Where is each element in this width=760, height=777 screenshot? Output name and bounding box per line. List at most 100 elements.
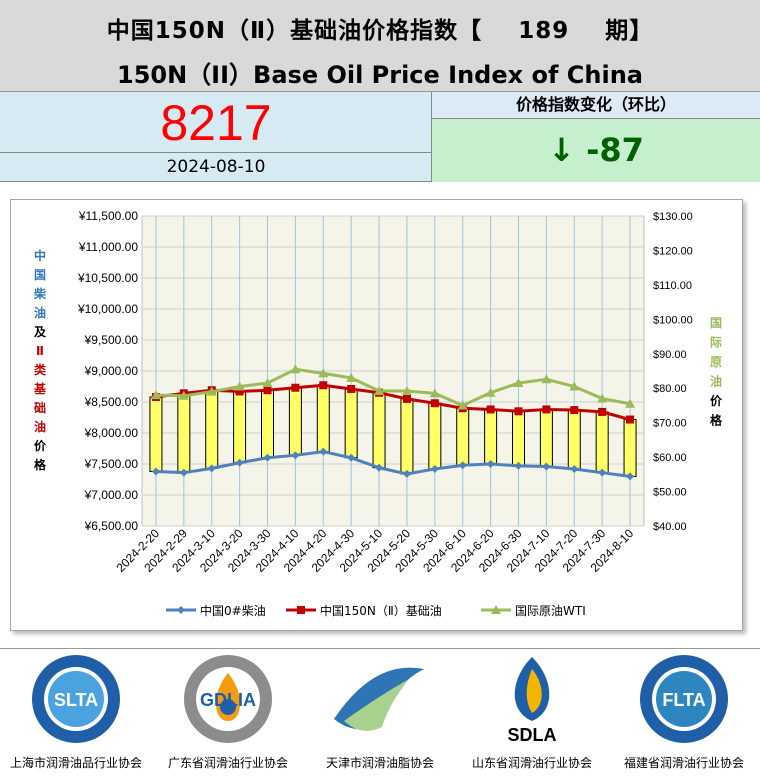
spread-bar xyxy=(288,387,302,456)
legend-label: 国际原油WTI xyxy=(515,604,586,618)
data-point xyxy=(151,467,160,476)
data-point xyxy=(569,381,580,391)
spread-bar xyxy=(344,388,358,459)
data-point xyxy=(291,451,300,460)
axis-label-char: 原 xyxy=(710,355,722,369)
association-caption: 上海市润滑油品行业协会 xyxy=(9,756,142,770)
spread-bar xyxy=(512,410,525,467)
left-tick-label: ¥7,500.00 xyxy=(84,457,139,471)
spread-bar xyxy=(456,407,470,466)
data-point xyxy=(207,464,216,473)
logo-label: GDLIA xyxy=(200,690,256,710)
data-point xyxy=(401,385,412,395)
legend-marker xyxy=(491,605,501,614)
data-point xyxy=(430,399,439,408)
data-point xyxy=(626,415,635,424)
data-point xyxy=(374,385,385,395)
data-point xyxy=(206,386,217,396)
data-point xyxy=(234,381,245,391)
tianjin-logo-graphic xyxy=(334,667,424,731)
legend-label: 中国150N（Ⅱ）基础油 xyxy=(320,603,442,618)
data-point xyxy=(263,386,272,395)
spread-bar xyxy=(261,389,274,459)
left-tick-label: ¥6,500.00 xyxy=(84,519,139,533)
series-line xyxy=(155,383,631,421)
data-point xyxy=(458,461,467,470)
data-point xyxy=(457,400,468,410)
axis-label-char: 际 xyxy=(710,336,722,350)
left-tick-label: ¥10,500.00 xyxy=(77,271,138,285)
left-tick-label: ¥11,500.00 xyxy=(78,209,138,223)
axis-label-char: 中 xyxy=(34,248,46,263)
axis-label-char: Ⅱ xyxy=(36,344,44,358)
data-point xyxy=(290,364,301,374)
index-panel: 8217 2024-08-10 xyxy=(0,92,432,182)
data-point xyxy=(318,368,329,378)
left-tick-label: ¥11,000.00 xyxy=(78,240,138,254)
data-point xyxy=(347,453,356,462)
data-point xyxy=(514,461,523,470)
data-point xyxy=(402,469,411,478)
flta-logo: FLTA 福建省润滑油行业协会 xyxy=(608,649,760,777)
data-point xyxy=(235,458,244,467)
data-point xyxy=(485,387,496,397)
data-point xyxy=(570,464,579,473)
right-tick-label: $100.00 xyxy=(653,314,693,326)
data-point xyxy=(319,381,328,390)
spread-bar xyxy=(623,419,637,477)
right-tick-label: $120.00 xyxy=(653,245,693,257)
spread-bar xyxy=(233,390,247,464)
legend-marker xyxy=(297,606,305,614)
right-tick-label: $50.00 xyxy=(653,487,687,499)
tianjin-logo: 天津市润滑油脂协会 xyxy=(304,649,456,777)
left-tick-label: ¥9,500.00 xyxy=(84,333,139,347)
right-tick-label: $60.00 xyxy=(653,452,687,464)
association-caption: 广东省润滑油行业协会 xyxy=(167,756,288,770)
axis-label-char: 格 xyxy=(34,457,47,472)
data-point xyxy=(541,374,552,384)
spread-bar xyxy=(177,392,191,474)
left-tick-label: ¥10,000.00 xyxy=(77,302,138,316)
data-point xyxy=(263,453,272,462)
data-point xyxy=(570,406,579,415)
axis-label-char: 类 xyxy=(34,362,47,377)
data-point xyxy=(513,378,524,388)
logo-label: SLTA xyxy=(54,690,98,710)
axis-label-char: 油 xyxy=(34,419,46,434)
flta-logo-graphic: FLTA xyxy=(640,655,728,743)
axis-label-char: 油 xyxy=(34,305,46,320)
series-line xyxy=(155,450,631,478)
sdla-logo: SDLA 山东省润滑油行业协会 xyxy=(456,649,608,777)
right-tick-label: $80.00 xyxy=(653,383,687,395)
spread-bar xyxy=(595,411,609,474)
slta-logo: SLTA 上海市润滑油品行业协会 xyxy=(0,649,152,777)
axis-label-char: 价 xyxy=(34,439,47,453)
spread-bar xyxy=(205,389,219,469)
data-point xyxy=(542,462,551,471)
spread-bar xyxy=(149,396,163,472)
data-point xyxy=(598,468,607,477)
association-caption: 福建省润滑油行业协会 xyxy=(623,756,744,770)
axis-label-char: 础 xyxy=(34,400,46,415)
data-point xyxy=(347,384,356,393)
data-point xyxy=(486,405,495,414)
data-point xyxy=(626,472,635,481)
data-point xyxy=(291,383,300,392)
data-point xyxy=(486,460,495,468)
left-tick-label: ¥8,000.00 xyxy=(84,426,139,440)
right-tick-label: $90.00 xyxy=(653,349,687,361)
left-tick-label: ¥8,500.00 xyxy=(84,395,139,409)
spread-bar xyxy=(539,408,553,467)
change-panel: 价格指数变化（环比） ↓ -87 xyxy=(432,92,760,182)
logo-label: SDLA xyxy=(508,725,557,745)
page-title-cn: 中国150N（Ⅱ）基础油价格指数【 189 期】 xyxy=(106,18,654,44)
axis-label-char: 及 xyxy=(34,325,47,339)
index-value: 8217 xyxy=(160,95,272,151)
data-point xyxy=(597,393,608,403)
right-tick-label: $110.00 xyxy=(653,280,692,292)
data-point xyxy=(319,447,328,456)
association-caption: 天津市润滑油脂协会 xyxy=(325,756,434,770)
axis-label-char: 国 xyxy=(34,268,46,282)
page-header: 中国150N（Ⅱ）基础油价格指数【 189 期】 150N（II）Base Oi… xyxy=(0,0,760,92)
spread-bar xyxy=(484,408,498,465)
